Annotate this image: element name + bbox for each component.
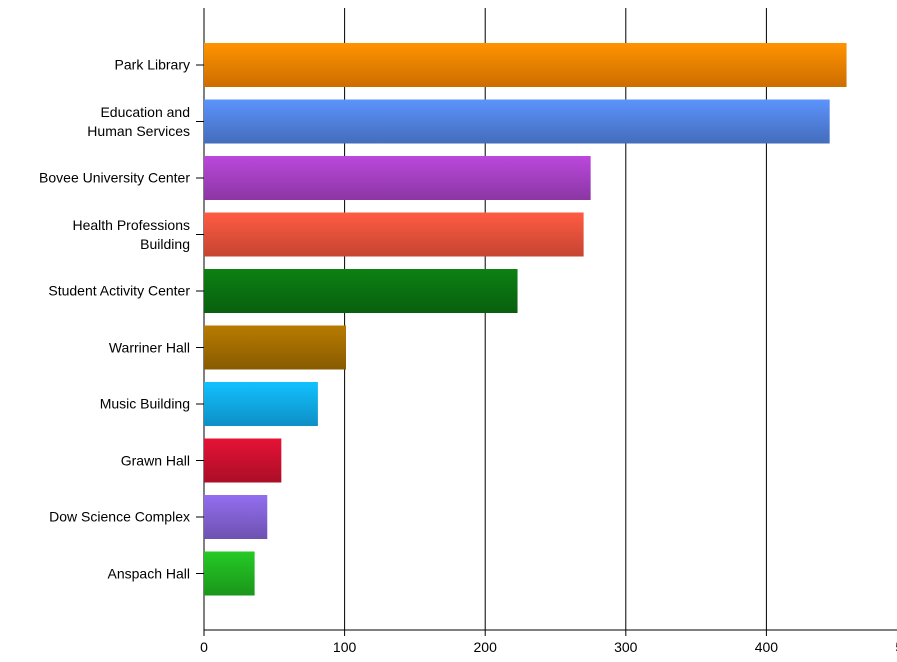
x-tick-label: 0 [200,639,208,655]
y-tick-label: Warriner Hall [108,339,190,355]
x-tick-label: 300 [614,639,638,655]
bar [204,495,268,539]
y-tick-label: Park Library [114,56,190,73]
bar [204,438,282,483]
bar [204,551,255,596]
y-tick-label: Music Building [99,395,190,412]
bar [204,269,518,313]
y-tick-label: Bovee University Center [39,169,190,186]
bar [204,99,830,144]
y-tick-label: Dow Science Complex [49,508,190,525]
bar [204,325,347,370]
bar [204,382,318,426]
bar [204,212,584,257]
y-tick-label: Student Activity Center [48,282,190,299]
y-tick-label: Grawn Hall [120,452,190,468]
x-tick-label: 200 [474,639,498,655]
y-tick-label: Anspach Hall [107,565,191,581]
bar [204,156,591,200]
y-tick-label: Education and Human Services [87,103,190,139]
x-tick-label: 400 [755,639,779,655]
x-tick-label: 500 [895,639,897,655]
y-tick-label: Health Professions Building [72,216,190,252]
x-tick-label: 100 [333,639,357,655]
bar [204,43,847,87]
